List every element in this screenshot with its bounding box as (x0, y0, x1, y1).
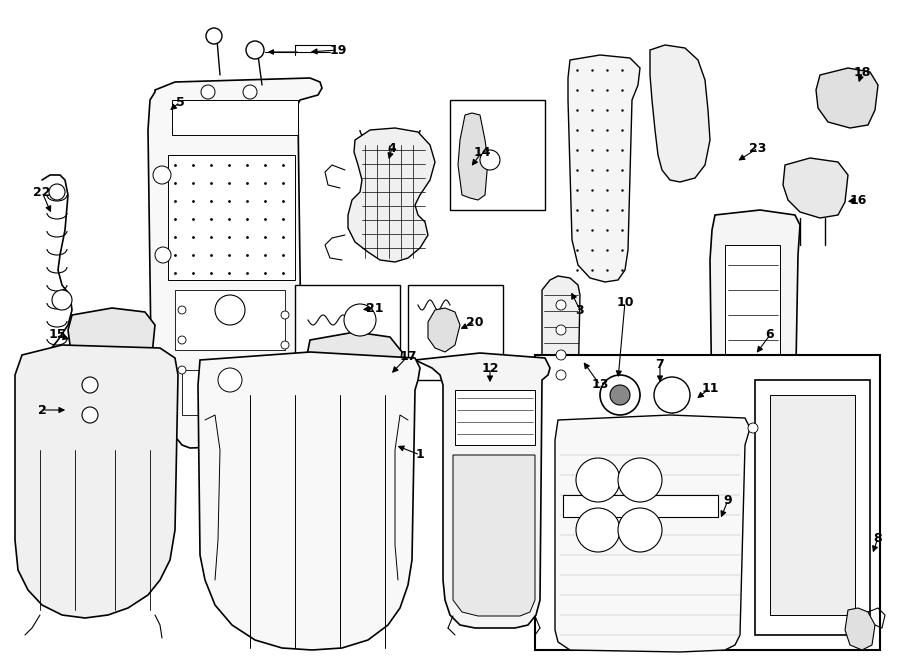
Text: 20: 20 (466, 315, 484, 329)
Circle shape (82, 377, 98, 393)
Bar (755, 380, 870, 635)
Circle shape (218, 368, 242, 392)
Polygon shape (458, 113, 488, 200)
Bar (563, 495, 718, 517)
Circle shape (556, 300, 566, 310)
Circle shape (215, 295, 245, 325)
Text: 14: 14 (473, 145, 491, 159)
Polygon shape (415, 353, 550, 628)
Circle shape (178, 366, 186, 374)
Text: 13: 13 (591, 379, 608, 391)
Polygon shape (542, 276, 580, 405)
Polygon shape (845, 608, 875, 650)
Polygon shape (306, 332, 402, 408)
Circle shape (201, 85, 215, 99)
Text: 23: 23 (750, 141, 767, 155)
Circle shape (610, 385, 630, 405)
Text: 12: 12 (482, 362, 499, 375)
Polygon shape (348, 128, 435, 262)
Text: 19: 19 (329, 44, 346, 56)
Text: 15: 15 (49, 329, 66, 342)
Circle shape (618, 508, 662, 552)
Text: 18: 18 (853, 65, 870, 79)
Polygon shape (555, 415, 750, 652)
Circle shape (246, 41, 264, 59)
Circle shape (52, 290, 72, 310)
Polygon shape (168, 155, 295, 280)
Bar (295, 285, 400, 370)
Bar (450, 100, 545, 210)
Bar (770, 395, 855, 615)
Circle shape (556, 325, 566, 335)
Polygon shape (15, 345, 178, 618)
Circle shape (206, 28, 222, 44)
Circle shape (654, 377, 690, 413)
Polygon shape (428, 308, 460, 352)
Text: 3: 3 (576, 303, 584, 317)
Circle shape (576, 508, 620, 552)
Polygon shape (148, 78, 322, 448)
Bar (408, 285, 503, 380)
Circle shape (178, 336, 186, 344)
Text: 10: 10 (616, 295, 634, 309)
Text: 11: 11 (701, 381, 719, 395)
Text: 8: 8 (874, 531, 882, 545)
Circle shape (49, 184, 65, 200)
Text: 16: 16 (850, 194, 867, 206)
Polygon shape (172, 100, 298, 135)
Circle shape (153, 166, 171, 184)
Polygon shape (650, 45, 710, 182)
Polygon shape (198, 352, 420, 650)
Circle shape (480, 150, 500, 170)
Text: 1: 1 (416, 449, 425, 461)
Circle shape (281, 311, 289, 319)
Circle shape (243, 85, 257, 99)
Circle shape (556, 370, 566, 380)
Circle shape (556, 350, 566, 360)
Polygon shape (816, 68, 878, 128)
Circle shape (748, 423, 758, 433)
Bar (182, 370, 277, 415)
Text: 17: 17 (400, 350, 417, 362)
Circle shape (576, 458, 620, 502)
Text: 5: 5 (176, 95, 184, 108)
Circle shape (82, 407, 98, 423)
Text: 2: 2 (38, 403, 47, 416)
Polygon shape (710, 210, 800, 450)
Text: 21: 21 (366, 301, 383, 315)
Polygon shape (68, 308, 155, 372)
Bar (455, 390, 535, 445)
Polygon shape (783, 158, 848, 218)
Circle shape (178, 306, 186, 314)
Circle shape (344, 304, 376, 336)
Text: 7: 7 (655, 358, 664, 371)
Circle shape (618, 458, 662, 502)
Polygon shape (568, 55, 640, 282)
Bar (728, 415, 778, 435)
Text: 4: 4 (388, 141, 396, 155)
Polygon shape (453, 455, 535, 616)
Circle shape (281, 341, 289, 349)
Text: 6: 6 (766, 329, 774, 342)
Bar (725, 245, 780, 400)
Circle shape (155, 247, 171, 263)
Text: 22: 22 (33, 186, 50, 198)
Bar (175, 290, 285, 350)
Circle shape (600, 375, 640, 415)
Text: 9: 9 (724, 494, 733, 506)
Bar (535, 355, 880, 650)
